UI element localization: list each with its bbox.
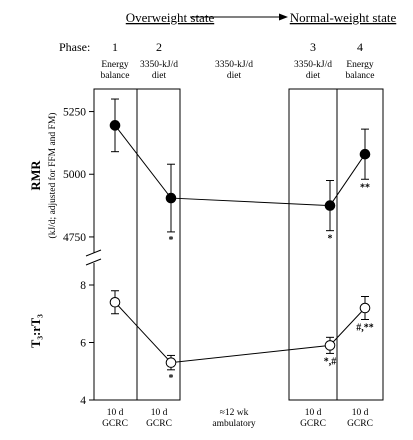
y-axis-label: RMR	[29, 160, 43, 191]
phase-label: Energy	[346, 60, 374, 70]
y-tick-label: 4750	[63, 232, 86, 244]
y-axis-sublabel: (kJ/d; adjusted for FFM and FM)	[47, 113, 58, 239]
significance-label: #,**	[356, 323, 374, 334]
phase-number: 3	[310, 40, 316, 54]
phase-stay-label: GCRC	[146, 419, 172, 429]
phase-stay-label: 10 d	[151, 408, 168, 418]
y-axis-label: T₃:rT₃	[29, 314, 43, 348]
phase-label: 3350-kJ/d	[215, 60, 253, 70]
phase-label: 3350-kJ/d	[140, 60, 178, 70]
phase-label: diet	[306, 71, 321, 81]
phase-label: balance	[345, 71, 374, 81]
phase-label: Energy	[101, 60, 129, 70]
data-point	[165, 357, 177, 368]
significance-label: *	[169, 235, 174, 246]
panel-1: 4750 5000 5250 RMR (kJ/d; adjusted for FFM a…	[29, 98, 371, 246]
phase-stay-label: ambulatory	[212, 419, 256, 429]
data-point	[324, 200, 336, 211]
phase-label: balance	[100, 71, 129, 81]
phase-stay-label: 10 d	[305, 408, 322, 418]
y-tick-label: 5250	[63, 107, 86, 119]
data-point	[109, 296, 121, 308]
phase-box-3-4	[288, 88, 384, 401]
significance-label: **	[360, 182, 370, 193]
panel-2: 4 6 8 T₃:rT₃ * *,# #,**	[29, 280, 374, 407]
data-point	[324, 340, 336, 351]
axis-break-gap	[90, 253, 98, 263]
series-line	[114, 301, 366, 364]
y-tick-label: 4	[80, 395, 86, 407]
phase-label: 3350-kJ/d	[294, 60, 332, 70]
y-tick-label: 8	[80, 280, 86, 292]
phase-stay-label: ≈12 wk	[220, 408, 249, 418]
phase-number: 4	[357, 40, 363, 54]
state-normal: Normal-weight state	[290, 10, 397, 25]
axis-break-mark	[85, 258, 102, 266]
phase-stay-label: 10 d	[352, 408, 369, 418]
phase-label: diet	[227, 71, 242, 81]
significance-label: *	[169, 373, 174, 384]
phase-stay-label: 10 d	[107, 408, 124, 418]
significance-label: *	[328, 234, 333, 245]
phase-stay-label: GCRC	[347, 419, 373, 429]
series-line	[114, 125, 366, 207]
state-overweight: Overweight state	[126, 10, 215, 25]
y-tick-label: 6	[80, 338, 86, 350]
phase-stay-label: GCRC	[300, 419, 326, 429]
data-point	[109, 120, 121, 131]
phase-number: 1	[112, 40, 118, 54]
axis-break-mark	[85, 249, 102, 257]
phase-label: diet	[152, 71, 167, 81]
y-tick-label: 5000	[63, 169, 86, 181]
phase-number: 2	[156, 40, 162, 54]
phase-row-label: Phase:	[59, 40, 90, 54]
data-point	[359, 302, 371, 314]
panel-layer: 4750 5000 5250 RMR (kJ/d; adjusted for FFM a…	[29, 89, 374, 407]
data-point	[165, 192, 177, 204]
state-arrow-head	[279, 13, 288, 21]
data-point	[359, 148, 371, 160]
significance-label: *,#	[324, 356, 337, 367]
phase-stay-label: GCRC	[102, 419, 128, 429]
